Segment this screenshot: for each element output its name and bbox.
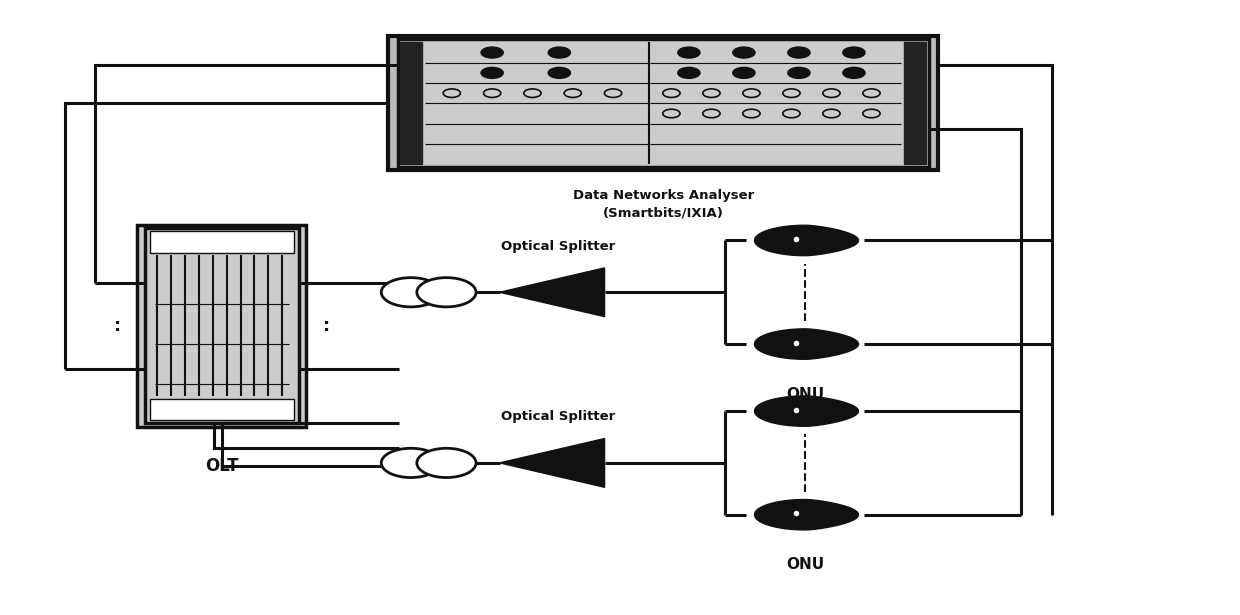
Circle shape	[662, 89, 680, 97]
Circle shape	[481, 47, 503, 58]
Circle shape	[548, 68, 570, 78]
Circle shape	[381, 448, 440, 477]
Circle shape	[564, 89, 582, 97]
Text: ONU: ONU	[786, 557, 825, 573]
Circle shape	[703, 89, 720, 97]
Text: ONU: ONU	[786, 387, 825, 402]
Circle shape	[787, 68, 810, 78]
Circle shape	[733, 47, 755, 58]
Polygon shape	[500, 268, 605, 317]
Circle shape	[443, 89, 460, 97]
Polygon shape	[754, 396, 858, 426]
Circle shape	[381, 277, 440, 307]
Circle shape	[743, 89, 760, 97]
Polygon shape	[754, 499, 858, 530]
Bar	[150, 399, 294, 420]
Text: OLT: OLT	[205, 457, 238, 475]
Bar	[388, 36, 939, 170]
Circle shape	[843, 68, 866, 78]
Circle shape	[481, 68, 503, 78]
Bar	[904, 42, 926, 164]
Text: Optical Splitter: Optical Splitter	[501, 240, 615, 253]
Circle shape	[733, 68, 755, 78]
Circle shape	[743, 109, 760, 117]
Bar	[145, 228, 299, 423]
Circle shape	[417, 277, 476, 307]
Circle shape	[782, 89, 800, 97]
Bar	[150, 231, 294, 253]
Text: Optical Splitter: Optical Splitter	[501, 410, 615, 423]
Circle shape	[484, 89, 501, 97]
Text: :: :	[322, 317, 330, 335]
Circle shape	[823, 89, 839, 97]
Bar	[401, 42, 423, 164]
Polygon shape	[754, 225, 858, 256]
Circle shape	[863, 89, 880, 97]
Circle shape	[678, 68, 701, 78]
Polygon shape	[754, 329, 858, 359]
Circle shape	[823, 109, 839, 117]
Circle shape	[523, 89, 541, 97]
Circle shape	[548, 47, 570, 58]
Polygon shape	[500, 438, 605, 487]
Text: :: :	[114, 317, 122, 335]
Circle shape	[843, 47, 866, 58]
Circle shape	[782, 109, 800, 117]
Circle shape	[678, 47, 701, 58]
Circle shape	[604, 89, 621, 97]
Text: Data Networks Analyser
(Smartbits/IXIA): Data Networks Analyser (Smartbits/IXIA)	[573, 189, 754, 220]
Bar	[398, 39, 929, 167]
Circle shape	[417, 448, 476, 477]
Circle shape	[863, 109, 880, 117]
Circle shape	[662, 109, 680, 117]
Bar	[138, 224, 306, 427]
Circle shape	[703, 109, 720, 117]
Circle shape	[787, 47, 810, 58]
